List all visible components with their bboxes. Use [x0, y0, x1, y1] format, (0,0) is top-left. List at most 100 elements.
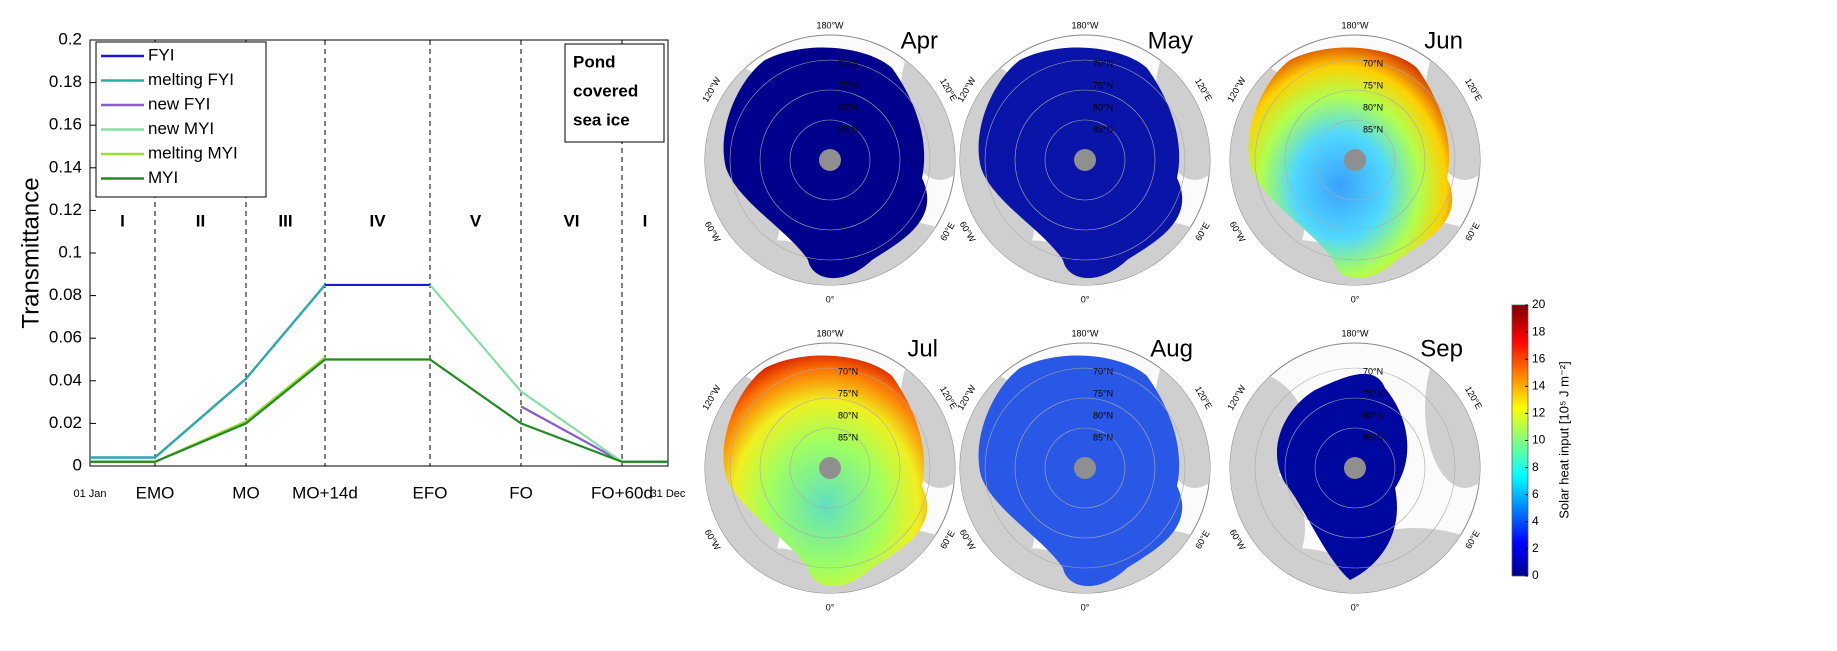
- latitude-label: 85°N: [838, 124, 858, 134]
- longitude-label: 60°W: [703, 220, 723, 245]
- longitude-label: 60°W: [958, 528, 978, 553]
- month-label: Jun: [1424, 27, 1463, 54]
- colorbar-tick-label: 4: [1532, 514, 1539, 528]
- latitude-label: 70°N: [1093, 366, 1113, 376]
- latitude-label: 70°N: [838, 366, 858, 376]
- pole-hole: [1074, 149, 1096, 171]
- longitude-label: 180°W: [1071, 328, 1099, 338]
- month-label: Sep: [1420, 335, 1463, 362]
- colorbar-tick-label: 10: [1532, 433, 1546, 447]
- legend-label: melting MYI: [148, 143, 238, 162]
- legend-label: new FYI: [148, 94, 210, 113]
- longitude-label: 60°E: [1193, 529, 1211, 551]
- y-tick-label: 0.16: [49, 115, 82, 134]
- series-line: [90, 285, 430, 458]
- longitude-label: 120°W: [1225, 383, 1247, 412]
- longitude-label: 180°W: [1341, 20, 1369, 30]
- legend-label: melting FYI: [148, 70, 234, 89]
- x-tick-label: EFO: [413, 483, 448, 502]
- phase-label: I: [120, 211, 125, 230]
- polar-map: Apr180°W120°W60°W0°60°E120°E70°N75°N80°N…: [640, 20, 980, 320]
- colorbar-tick-label: 20: [1532, 297, 1546, 311]
- longitude-label: 0°: [826, 294, 835, 304]
- longitude-label: 60°W: [1228, 528, 1248, 553]
- latitude-label: 75°N: [1363, 388, 1383, 398]
- latitude-label: 85°N: [1093, 432, 1113, 442]
- longitude-label: 120°W: [700, 383, 722, 412]
- page: Transmittance and solar heat input {"cha…: [0, 0, 1837, 651]
- longitude-label: 120°E: [1193, 385, 1214, 411]
- latitude-label: 70°N: [1363, 366, 1383, 376]
- y-tick-label: 0: [73, 455, 82, 474]
- latitude-label: 75°N: [1093, 388, 1113, 398]
- latitude-label: 75°N: [1363, 80, 1383, 90]
- x-tick-label: FO: [509, 483, 533, 502]
- phase-label: III: [278, 211, 292, 230]
- pole-hole: [1344, 149, 1366, 171]
- latitude-label: 80°N: [838, 410, 858, 420]
- x-tick-label: FO+60d: [591, 483, 653, 502]
- longitude-label: 180°W: [1341, 328, 1369, 338]
- phase-label: V: [470, 211, 482, 230]
- longitude-label: 0°: [1351, 602, 1360, 612]
- x-tick-label: 31 Dec: [651, 488, 686, 500]
- y-tick-label: 0.14: [49, 157, 82, 176]
- colorbar-label: Solar heat input [10⁵ J m⁻²]: [1556, 361, 1571, 519]
- longitude-label: 180°W: [816, 328, 844, 338]
- longitude-label: 60°W: [1228, 220, 1248, 245]
- note-text: covered: [573, 81, 638, 100]
- latitude-label: 75°N: [1093, 80, 1113, 90]
- month-label: Aug: [1150, 335, 1193, 362]
- longitude-label: 60°E: [938, 529, 956, 551]
- longitude-label: 60°E: [1463, 221, 1481, 243]
- colorbar-tick-label: 12: [1532, 406, 1546, 420]
- longitude-label: 60°E: [1463, 529, 1481, 551]
- polar-map: Jun180°W120°W60°W0°60°E120°E70°N75°N80°N…: [1165, 20, 1505, 320]
- longitude-label: 60°W: [703, 528, 723, 553]
- x-tick-label: MO: [232, 483, 259, 502]
- latitude-label: 70°N: [1363, 58, 1383, 68]
- pole-hole: [1344, 457, 1366, 479]
- x-tick-label: 01 Jan: [73, 488, 106, 500]
- longitude-label: 120°E: [1463, 77, 1484, 103]
- month-label: Jul: [907, 335, 938, 362]
- month-label: May: [1148, 27, 1193, 54]
- legend-label: MYI: [148, 168, 178, 187]
- series-line: [90, 360, 668, 462]
- phase-label: VI: [563, 211, 579, 230]
- series-line: [90, 357, 325, 461]
- note-text: sea ice: [573, 110, 630, 129]
- longitude-label: 120°W: [700, 75, 722, 104]
- latitude-label: 80°N: [838, 102, 858, 112]
- longitude-label: 0°: [1351, 294, 1360, 304]
- latitude-label: 85°N: [1093, 124, 1113, 134]
- body: Transmittance 00.020.040.060.080.10.120.…: [0, 0, 1837, 651]
- latitude-label: 70°N: [838, 58, 858, 68]
- polar-map: Jul180°W120°W60°W0°60°E120°E70°N75°N80°N…: [640, 328, 980, 628]
- latitude-label: 80°N: [1093, 102, 1113, 112]
- y-tick-label: 0.02: [49, 413, 82, 432]
- latitude-label: 75°N: [838, 388, 858, 398]
- longitude-label: 120°E: [1463, 385, 1484, 411]
- colorbar-tick-label: 18: [1532, 324, 1546, 338]
- longitude-label: 0°: [1081, 602, 1090, 612]
- y-axis-label: Transmittance: [17, 177, 44, 328]
- polar-map: Sep 180°W 120°W 60°W 0° 60°E 120°E 70°N 75°N 80°N…: [1165, 328, 1505, 628]
- latitude-label: 85°N: [1363, 124, 1383, 134]
- latitude-label: 80°N: [1093, 410, 1113, 420]
- longitude-label: 0°: [826, 602, 835, 612]
- latitude-label: 80°N: [1363, 410, 1383, 420]
- longitude-label: 0°: [1081, 294, 1090, 304]
- y-tick-label: 0.12: [49, 200, 82, 219]
- y-tick-label: 0.1: [58, 242, 82, 261]
- colorbar-tick-label: 6: [1532, 487, 1539, 501]
- colorbar-tick-label: 14: [1532, 378, 1546, 392]
- longitude-label: 60°E: [938, 221, 956, 243]
- pole-hole: [1074, 457, 1096, 479]
- latitude-label: 75°N: [838, 80, 858, 90]
- longitude-label: 60°W: [958, 220, 978, 245]
- latitude-label: 85°N: [838, 432, 858, 442]
- longitude-label: 60°E: [1193, 221, 1211, 243]
- longitude-label: 120°E: [1193, 77, 1214, 103]
- x-tick-label: MO+14d: [292, 483, 358, 502]
